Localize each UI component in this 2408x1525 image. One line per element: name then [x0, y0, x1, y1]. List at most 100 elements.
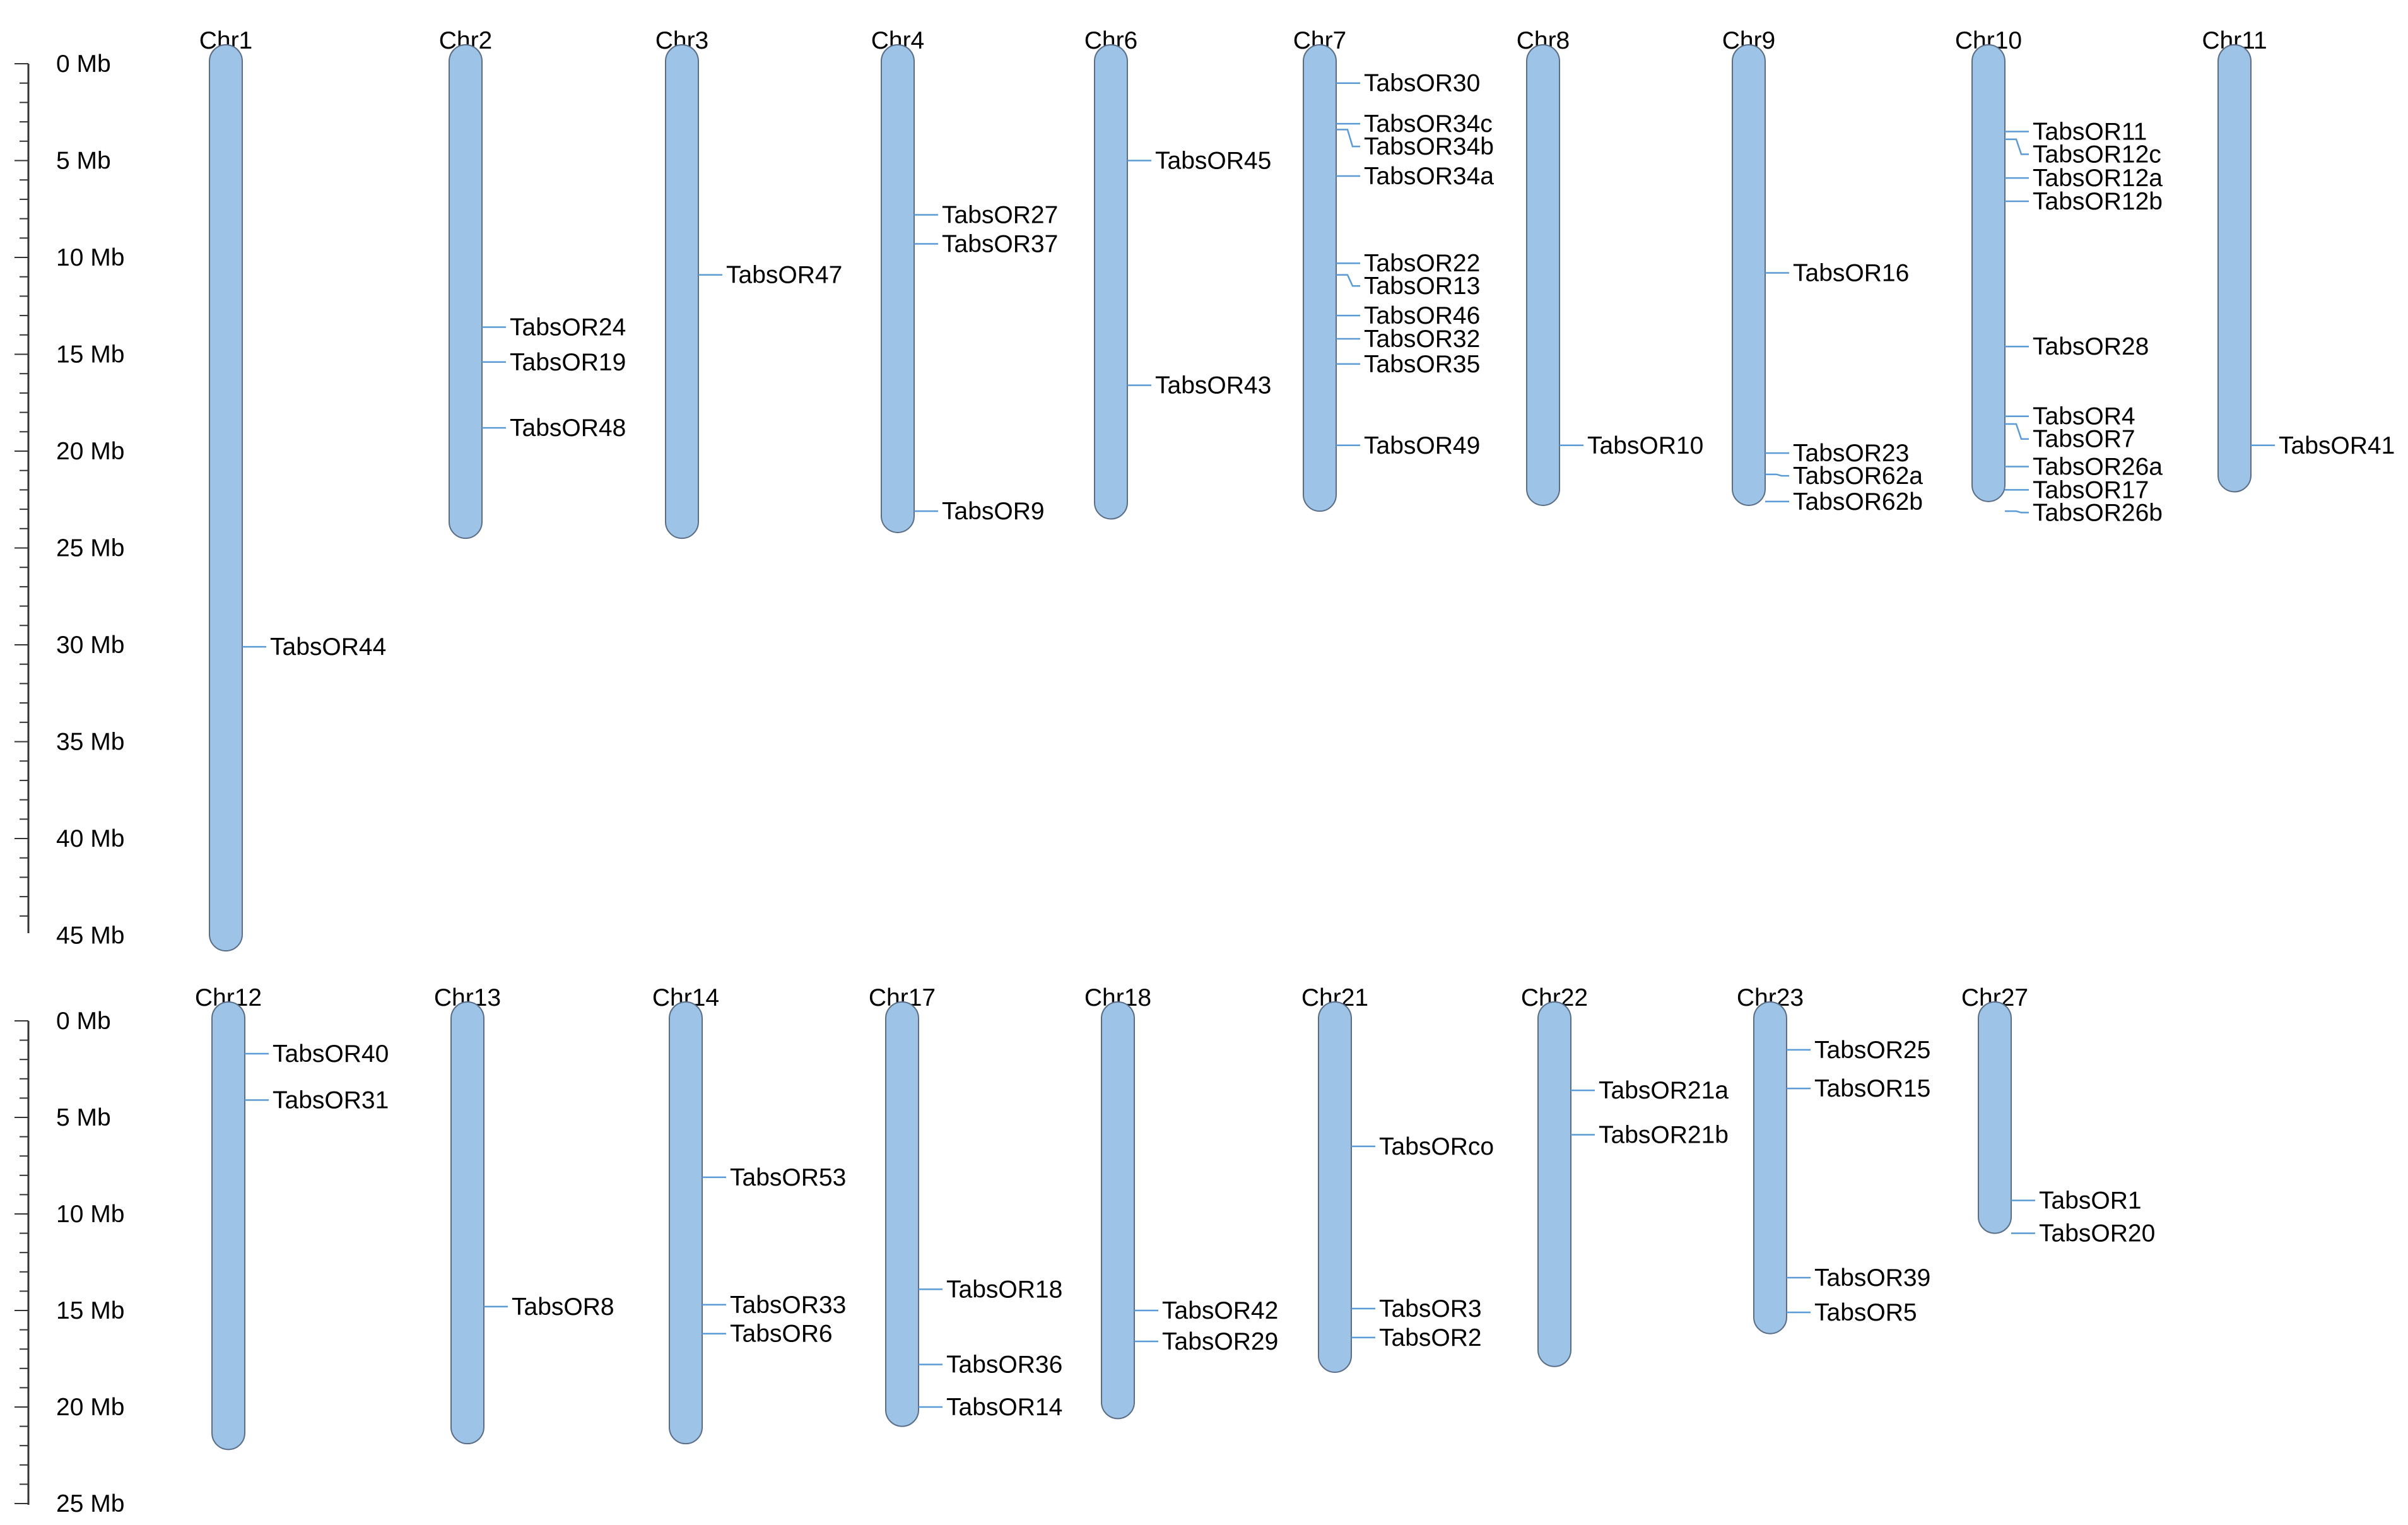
gene-label: TabsOR49 — [1364, 432, 1480, 459]
gene-connector — [2005, 138, 2029, 155]
gene-label: TabsOR30 — [1364, 70, 1480, 97]
axis-tick-label: 40 Mb — [56, 825, 124, 852]
gene-label: TabsOR44 — [270, 633, 386, 661]
gene-marker-tabsor10: TabsOR10 — [1559, 432, 1703, 459]
axis-tick-label: 45 Mb — [56, 922, 124, 950]
gene-label: TabsOR53 — [730, 1164, 846, 1191]
gene-marker-tabsor14: TabsOR14 — [919, 1394, 1062, 1421]
axis-tick-label: 0 Mb — [56, 50, 111, 78]
gene-label: TabsOR16 — [1793, 260, 1909, 287]
gene-label: TabsOR26a — [2033, 454, 2163, 481]
chromosome-bar — [449, 44, 483, 539]
gene-label: TabsOR10 — [1587, 432, 1703, 459]
gene-label: TabsOR45 — [1155, 148, 1271, 175]
axis-tick-label: 35 Mb — [56, 729, 124, 756]
gene-marker-tabsor62a: TabsOR62a — [1765, 462, 1923, 490]
axis-tick-label: 20 Mb — [56, 1394, 124, 1421]
gene-marker-tabsor12b: TabsOR12b — [2005, 188, 2163, 215]
gene-label: TabsOR34c — [1364, 110, 1493, 138]
gene-label: TabsOR9 — [942, 498, 1045, 525]
gene-connector — [2005, 423, 2029, 440]
chromosome-bar — [669, 1001, 703, 1445]
chromosome-bar — [665, 44, 699, 539]
gene-label: TabsOR31 — [273, 1086, 389, 1114]
gene-marker-tabsor37: TabsOR37 — [914, 231, 1058, 258]
gene-marker-tabsor29: TabsOR29 — [1134, 1328, 1278, 1355]
chromosome-bar — [1978, 1001, 2012, 1234]
chromosome-bar — [450, 1001, 485, 1445]
gene-label: TabsOR26b — [2033, 499, 2163, 526]
gene-marker-tabsor4: TabsOR4 — [2005, 403, 2135, 430]
gene-label: TabsOR43 — [1155, 372, 1271, 399]
gene-label: TabsOR17 — [2033, 476, 2149, 503]
gene-label: TabsOR23 — [1793, 440, 1909, 467]
chromosome-chr10: Chr10TabsOR11TabsOR12cTabsOR12aTabsOR12b… — [1955, 27, 2163, 526]
gene-marker-tabsor48: TabsOR48 — [482, 415, 626, 442]
gene-marker-tabsor5: TabsOR5 — [1787, 1299, 1917, 1326]
axis-tick-label: 25 Mb — [56, 535, 124, 562]
gene-label: TabsOR21a — [1599, 1077, 1729, 1104]
axis-tick-label: 10 Mb — [56, 244, 124, 271]
gene-label: TabsOR3 — [1379, 1295, 1482, 1322]
gene-label: TabsOR2 — [1379, 1324, 1482, 1351]
map-layer: 0 Mb 5 Mb 10 Mb 15 Mb 20 Mb 25 Mb 30 Mb 35 Mb 40… — [15, 27, 2395, 1517]
gene-marker-tabsor34b: TabsOR34b — [1336, 129, 1494, 160]
gene-label: TabsOR29 — [1162, 1328, 1278, 1355]
gene-label: TabsOR7 — [2033, 426, 2135, 453]
axis-tick-label: 15 Mb — [56, 341, 124, 368]
gene-label: TabsOR19 — [510, 349, 626, 376]
gene-label: TabsOR28 — [2033, 333, 2149, 360]
gene-marker-tabsor49: TabsOR49 — [1336, 432, 1480, 459]
gene-label: TabsOR35 — [1364, 351, 1480, 378]
chromosome-bar — [1101, 1001, 1135, 1420]
gene-label: TabsOR62a — [1793, 462, 1923, 490]
chromosome-chr7: Chr7TabsOR30TabsOR34cTabsOR34bTabsOR34aT… — [1293, 27, 1494, 512]
gene-marker-tabsor41: TabsOR41 — [2251, 432, 2395, 459]
gene-marker-tabsor32: TabsOR32 — [1336, 326, 1480, 353]
chromosome-bar — [1303, 44, 1337, 512]
chromosome-bar — [2217, 44, 2252, 493]
gene-marker-tabsor34c: TabsOR34c — [1336, 110, 1493, 138]
gene-connector — [1336, 129, 1360, 148]
gene-marker-tabsor21a: TabsOR21a — [1571, 1077, 1729, 1104]
gene-marker-tabsor11: TabsOR11 — [2005, 118, 2147, 145]
gene-label: TabsOR8 — [512, 1293, 614, 1321]
gene-label: TabsOR62b — [1793, 488, 1923, 515]
axis-tick-label: 25 Mb — [56, 1490, 124, 1517]
gene-label: TabsOR46 — [1364, 302, 1480, 329]
gene-label: TabsOR15 — [1814, 1075, 1930, 1102]
gene-label: TabsOR11 — [2033, 118, 2147, 145]
gene-marker-tabsor47: TabsOR47 — [698, 262, 842, 289]
chromosome-bar — [885, 1001, 919, 1427]
gene-connector — [1336, 274, 1360, 287]
axis-tick-label: 10 Mb — [56, 1201, 124, 1228]
gene-label: TabsOR24 — [510, 314, 626, 341]
gene-marker-tabsor20: TabsOR20 — [2011, 1220, 2155, 1247]
gene-label: TabsOR12a — [2033, 165, 2163, 192]
axis-tick-label: 30 Mb — [56, 632, 124, 659]
gene-marker-tabsor8: TabsOR8 — [484, 1293, 614, 1321]
gene-marker-tabsor25: TabsOR25 — [1787, 1037, 1930, 1064]
gene-marker-tabsor24: TabsOR24 — [482, 314, 626, 341]
gene-marker-tabsorco: TabsORco — [1351, 1133, 1494, 1160]
gene-marker-tabsor7: TabsOR7 — [2005, 423, 2135, 453]
gene-marker-tabsor19: TabsOR19 — [482, 349, 626, 376]
gene-label: TabsOR32 — [1364, 326, 1480, 353]
gene-marker-tabsor33: TabsOR33 — [702, 1292, 846, 1319]
axis-tick-label: 5 Mb — [56, 148, 111, 175]
gene-marker-tabsor36: TabsOR36 — [919, 1351, 1062, 1379]
gene-label: TabsOR33 — [730, 1292, 846, 1319]
gene-marker-tabsor1: TabsOR1 — [2011, 1187, 2142, 1215]
gene-label: TabsOR47 — [726, 262, 842, 289]
